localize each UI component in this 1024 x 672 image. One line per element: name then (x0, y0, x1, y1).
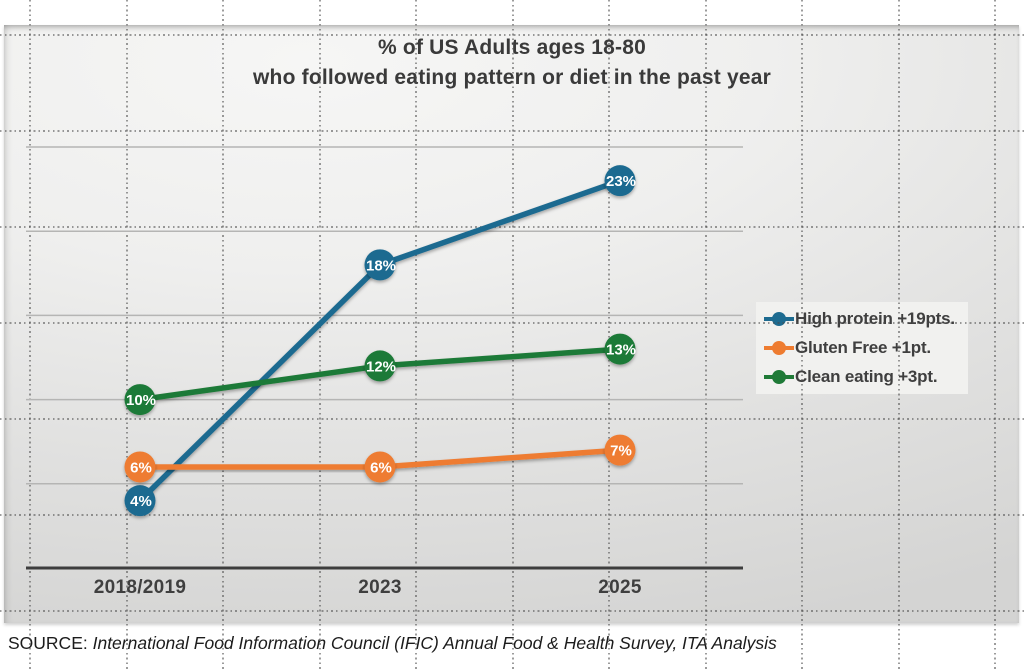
legend-label: Gluten Free +1pt. (795, 337, 931, 357)
chart-title-line1: % of US Adults ages 18-80 (378, 36, 646, 59)
legend-item-high-protein: High protein +19pts. (756, 304, 968, 333)
x-axis-label-2023: 2023 (358, 577, 402, 598)
x-axis-label-2018-2019: 2018/2019 (93, 577, 187, 598)
legend-marker-high-protein-icon (764, 311, 794, 326)
source-citation: SOURCE: International Food Information C… (8, 633, 777, 654)
x-axis-label-2025: 2025 (598, 577, 642, 598)
chart-title: % of US Adults ages 18-80 who followed e… (0, 33, 1024, 93)
source-prefix: SOURCE: (8, 633, 88, 653)
legend-marker-clean-eating-icon (764, 369, 794, 384)
legend-item-clean-eating: Clean eating +3pt. (756, 362, 968, 391)
chart-title-line2: who followed eating pattern or diet in t… (253, 66, 771, 89)
chart-legend: High protein +19pts. Gluten Free +1pt. C… (756, 302, 968, 394)
source-text: International Food Information Council (… (87, 633, 777, 653)
legend-label: Clean eating +3pt. (795, 366, 938, 386)
legend-item-gluten-free: Gluten Free +1pt. (756, 333, 968, 362)
legend-label: High protein +19pts. (795, 308, 955, 328)
legend-marker-gluten-free-icon (764, 340, 794, 355)
